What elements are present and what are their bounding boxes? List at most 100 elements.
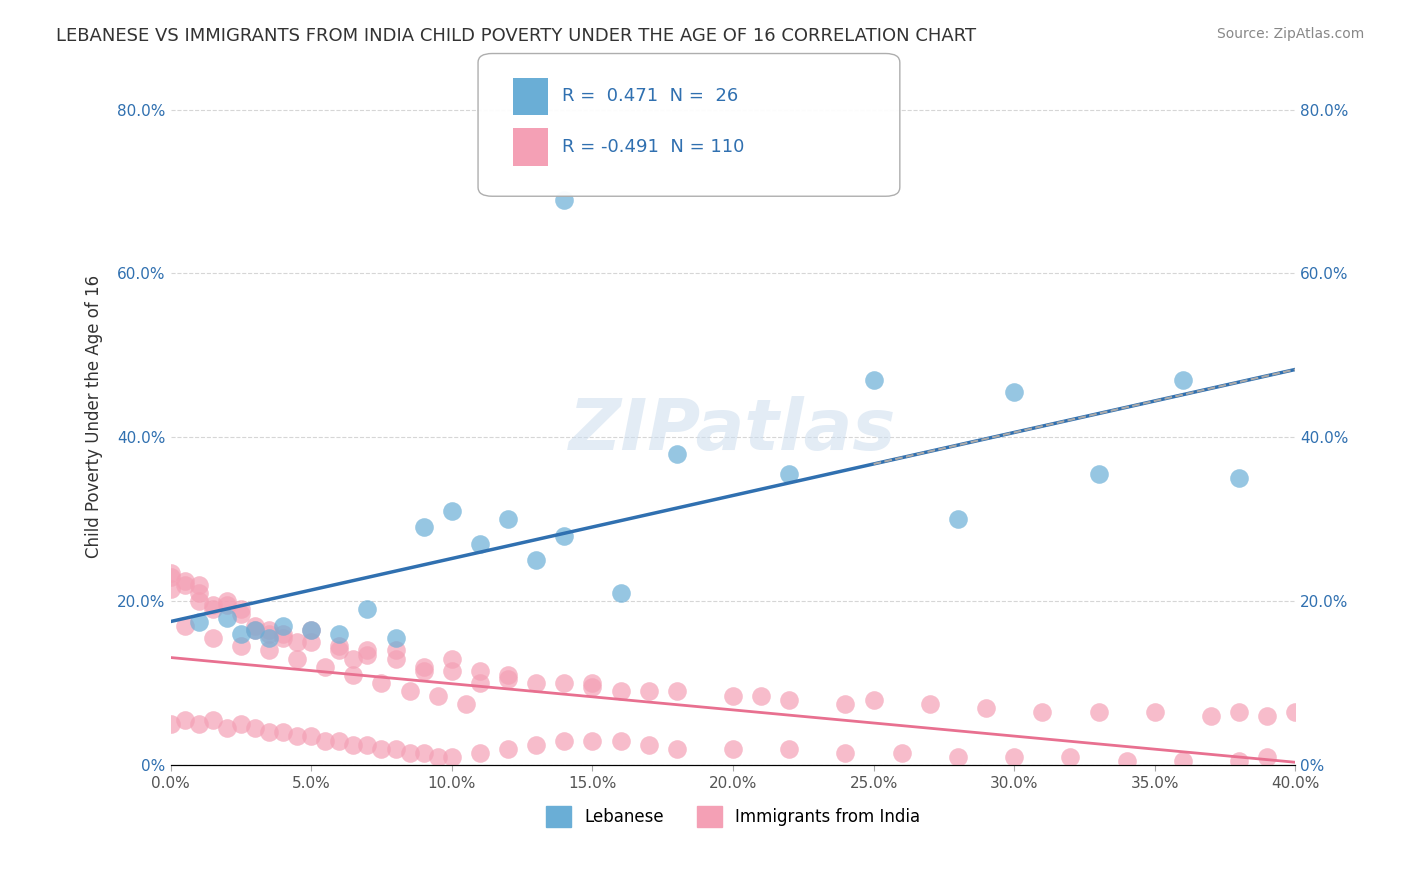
Point bbox=[609, 586, 631, 600]
Point bbox=[328, 627, 350, 641]
Point bbox=[890, 746, 912, 760]
Point bbox=[257, 643, 280, 657]
Point bbox=[243, 721, 266, 735]
Point bbox=[173, 578, 195, 592]
Point bbox=[1143, 705, 1166, 719]
Point bbox=[328, 640, 350, 654]
Point bbox=[271, 631, 294, 645]
Point bbox=[412, 664, 434, 678]
Point bbox=[384, 643, 406, 657]
Point bbox=[342, 738, 364, 752]
Point bbox=[299, 635, 322, 649]
Point bbox=[862, 692, 884, 706]
Point bbox=[159, 582, 181, 596]
Point bbox=[328, 643, 350, 657]
Point bbox=[229, 717, 252, 731]
Point bbox=[1059, 750, 1081, 764]
Point bbox=[426, 689, 449, 703]
Point bbox=[201, 599, 224, 613]
Point bbox=[215, 610, 238, 624]
Point bbox=[257, 725, 280, 739]
Text: R = -0.491  N = 110: R = -0.491 N = 110 bbox=[562, 138, 745, 156]
Point bbox=[1087, 467, 1109, 482]
Point bbox=[271, 627, 294, 641]
Point bbox=[1256, 750, 1278, 764]
Point bbox=[834, 697, 856, 711]
Point bbox=[285, 635, 308, 649]
Point bbox=[468, 664, 491, 678]
Point bbox=[581, 681, 603, 695]
Point bbox=[553, 733, 575, 747]
Point bbox=[609, 733, 631, 747]
Point bbox=[553, 193, 575, 207]
Point bbox=[356, 738, 378, 752]
Point bbox=[370, 676, 392, 690]
Point bbox=[257, 627, 280, 641]
Point bbox=[412, 746, 434, 760]
Point bbox=[918, 697, 941, 711]
Text: Source: ZipAtlas.com: Source: ZipAtlas.com bbox=[1216, 27, 1364, 41]
Point bbox=[1284, 705, 1306, 719]
Point bbox=[1256, 709, 1278, 723]
Point bbox=[637, 738, 659, 752]
Point bbox=[440, 504, 463, 518]
Point bbox=[257, 631, 280, 645]
Point bbox=[496, 741, 519, 756]
Point bbox=[257, 623, 280, 637]
Point bbox=[215, 594, 238, 608]
Point bbox=[721, 741, 744, 756]
Point bbox=[370, 741, 392, 756]
Point bbox=[314, 660, 336, 674]
Point bbox=[412, 660, 434, 674]
Point bbox=[1031, 705, 1053, 719]
Point bbox=[398, 684, 420, 698]
Point bbox=[384, 741, 406, 756]
Point bbox=[412, 520, 434, 534]
Point bbox=[665, 741, 688, 756]
Point bbox=[243, 623, 266, 637]
Point bbox=[229, 602, 252, 616]
Point bbox=[946, 750, 969, 764]
Point bbox=[1227, 471, 1250, 485]
Point bbox=[862, 373, 884, 387]
Point bbox=[328, 733, 350, 747]
Point bbox=[665, 447, 688, 461]
Point bbox=[229, 607, 252, 621]
Point bbox=[215, 721, 238, 735]
Point bbox=[1087, 705, 1109, 719]
Point bbox=[271, 725, 294, 739]
Point bbox=[173, 574, 195, 588]
Point bbox=[553, 676, 575, 690]
Point bbox=[398, 746, 420, 760]
Point bbox=[243, 623, 266, 637]
Point bbox=[201, 602, 224, 616]
Point bbox=[468, 746, 491, 760]
Point bbox=[187, 615, 209, 629]
Point bbox=[1115, 754, 1137, 768]
Point bbox=[1002, 750, 1025, 764]
Point bbox=[524, 676, 547, 690]
Legend: Lebanese, Immigrants from India: Lebanese, Immigrants from India bbox=[538, 800, 927, 833]
Point bbox=[159, 717, 181, 731]
Text: ZIPatlas: ZIPatlas bbox=[569, 396, 897, 466]
Point bbox=[285, 730, 308, 744]
Point bbox=[384, 651, 406, 665]
Point bbox=[187, 594, 209, 608]
Point bbox=[581, 676, 603, 690]
Point bbox=[243, 619, 266, 633]
Point bbox=[384, 631, 406, 645]
Point bbox=[496, 512, 519, 526]
Point bbox=[356, 643, 378, 657]
Point bbox=[201, 631, 224, 645]
Point bbox=[159, 566, 181, 580]
Point bbox=[440, 664, 463, 678]
Point bbox=[468, 676, 491, 690]
Point bbox=[229, 640, 252, 654]
Point bbox=[426, 750, 449, 764]
Point bbox=[1171, 373, 1194, 387]
Point bbox=[440, 651, 463, 665]
Point bbox=[778, 692, 800, 706]
Point bbox=[356, 602, 378, 616]
Point bbox=[946, 512, 969, 526]
Y-axis label: Child Poverty Under the Age of 16: Child Poverty Under the Age of 16 bbox=[86, 276, 103, 558]
